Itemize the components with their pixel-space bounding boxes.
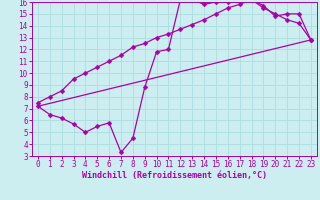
X-axis label: Windchill (Refroidissement éolien,°C): Windchill (Refroidissement éolien,°C) bbox=[82, 171, 267, 180]
